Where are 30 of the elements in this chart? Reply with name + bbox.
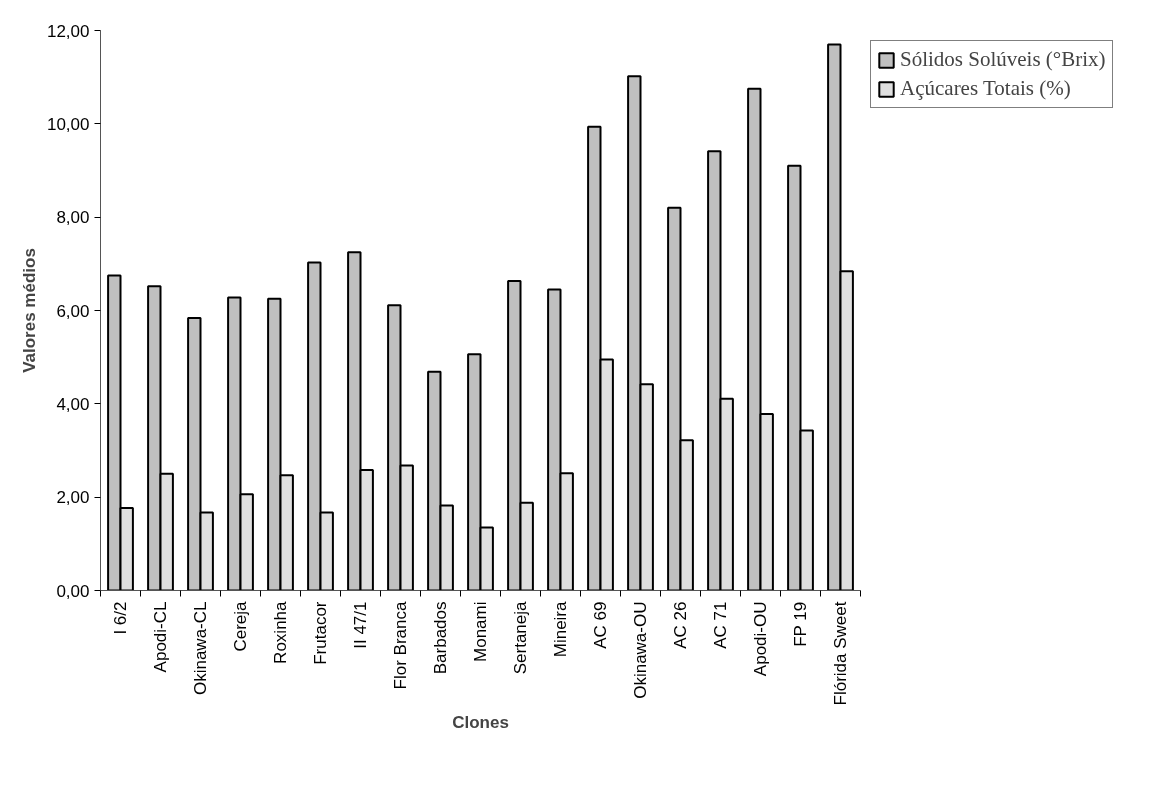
y-tick-label: 2,00 bbox=[56, 488, 90, 508]
y-tick-label: 6,00 bbox=[56, 301, 90, 321]
y-tick-label: 4,00 bbox=[56, 394, 90, 414]
legend-label: Sólidos Solúveis (°Brix) bbox=[900, 47, 1106, 72]
x-tick-label: Flórida Sweet bbox=[831, 601, 850, 706]
x-tick-label: AC 69 bbox=[591, 601, 610, 649]
x-tick-label: Frutacor bbox=[311, 601, 330, 665]
x-tick-label: Apodi-CL bbox=[151, 601, 170, 673]
x-tick-label: Okinawa-CL bbox=[191, 601, 210, 696]
y-tick-label: 12,00 bbox=[46, 21, 90, 41]
x-tick-label: I 6/2 bbox=[111, 601, 130, 635]
legend-label: Açúcares Totais (%) bbox=[900, 76, 1071, 101]
y-axis-title: Valores médios bbox=[19, 248, 39, 373]
y-tick-label: 0,00 bbox=[56, 581, 90, 601]
x-tick-label: Monami bbox=[471, 601, 490, 662]
x-axis-title: Clones bbox=[452, 713, 509, 733]
x-tick-label: FP 19 bbox=[791, 601, 810, 647]
x-tick-label: II 47/1 bbox=[351, 601, 370, 649]
x-tick-label: Mineira bbox=[551, 600, 570, 658]
x-tick-label: Flor Branca bbox=[391, 600, 410, 690]
x-tick-label: Okinawa-OU bbox=[631, 601, 650, 699]
x-tick-label: Cereja bbox=[231, 600, 250, 652]
x-tick-label: Roxinha bbox=[271, 600, 290, 664]
x-tick-label: Apodi-OU bbox=[751, 601, 770, 677]
y-tick-label: 8,00 bbox=[56, 208, 90, 228]
x-tick-label: Barbados bbox=[431, 601, 450, 675]
x-tick-label: AC 71 bbox=[711, 601, 730, 649]
x-tick-label: Sertaneja bbox=[511, 600, 530, 675]
y-tick-label: 10,00 bbox=[46, 114, 90, 134]
x-tick-label: AC 26 bbox=[671, 601, 690, 649]
